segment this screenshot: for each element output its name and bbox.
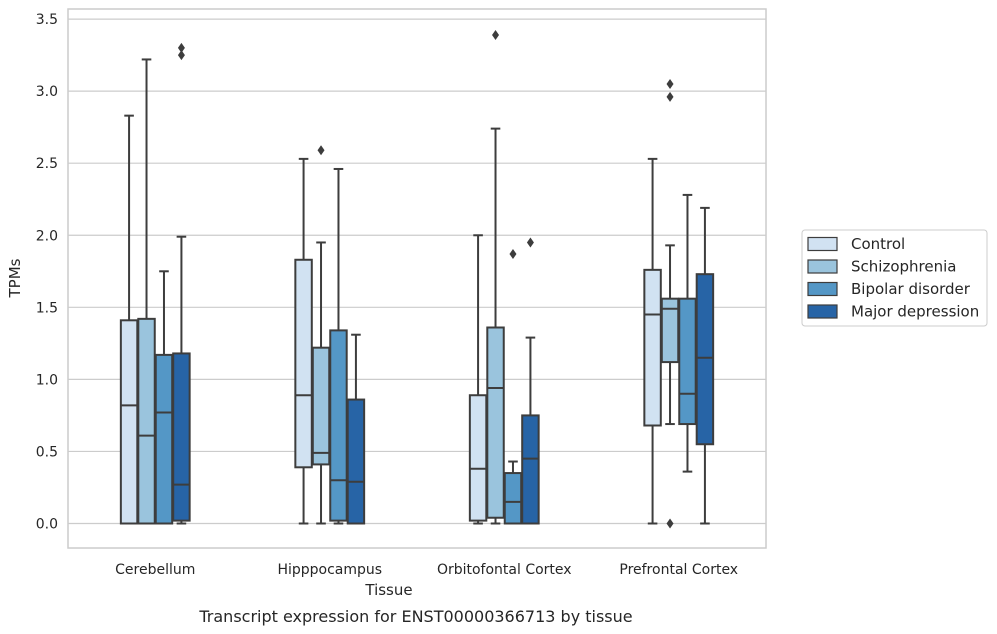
box-major-depression (521, 237, 540, 525)
y-tick-labels: 0.0 0.5 1.0 1.5 2.0 2.5 3.0 3.5 (36, 12, 58, 532)
y-tick-label: 2.0 (36, 228, 58, 244)
legend-item: Schizophrenia (807, 258, 956, 276)
x-tick-labels: Cerebellum Hipppocampus Orbitofontal Corte… (115, 562, 738, 578)
outlier-point (666, 518, 674, 529)
legend: Control Schizophrenia Bipolar disorder Majo… (801, 229, 988, 327)
y-tick-label: 2.5 (36, 156, 58, 172)
x-tick-label: Hipppocampus (277, 562, 382, 578)
box-iqr (503, 472, 523, 525)
y-tick-label: 0.5 (36, 444, 58, 460)
y-tick-label: 3.5 (36, 12, 58, 28)
box-control (468, 234, 488, 525)
y-axis-title: TPMs (6, 258, 24, 298)
x-tick-label: Cerebellum (115, 562, 195, 578)
y-tick-label: 3.0 (36, 84, 58, 100)
box-iqr (329, 329, 348, 522)
outlier-point (666, 78, 674, 89)
legend-label: Major depression (851, 303, 979, 321)
outlier-point (177, 42, 185, 53)
outlier-point (492, 29, 500, 40)
legend-frame (801, 229, 988, 327)
box-iqr (119, 319, 139, 525)
legend-item: Bipolar disorder (807, 280, 971, 298)
legend-item: Major depression (807, 303, 979, 321)
x-tick-label: Prefrontal Cortex (619, 562, 738, 578)
legend-swatch (807, 281, 838, 297)
box-bipolar-disorder (154, 270, 174, 525)
box-bipolar-disorder (678, 193, 697, 473)
legend-item: Control (807, 235, 905, 253)
outlier-point (177, 50, 185, 61)
box-groups (119, 29, 715, 529)
x-tick-label: Orbitofontal Cortex (437, 562, 572, 578)
outlier-point (317, 145, 325, 156)
box-iqr (678, 297, 697, 426)
box-iqr (346, 398, 366, 525)
box-iqr (521, 414, 540, 525)
plot-frame (67, 8, 767, 549)
box-iqr (294, 258, 313, 469)
box-iqr (695, 273, 715, 446)
outlier-point (509, 249, 517, 259)
legend-swatch (807, 304, 838, 319)
box-schizophrenia (486, 29, 505, 525)
y-tick-label: 1.0 (36, 372, 58, 388)
box-iqr (486, 326, 505, 519)
legend-swatch (807, 236, 838, 252)
y-tick-label: 1.5 (36, 300, 58, 316)
box-major-depression (695, 206, 715, 525)
legend-label: Schizophrenia (851, 258, 956, 276)
box-iqr (154, 353, 174, 525)
outlier-point (526, 237, 534, 248)
box-schizophrenia (137, 58, 156, 525)
box-iqr (172, 352, 191, 522)
legend-label: Control (851, 235, 905, 253)
box-iqr (311, 346, 331, 466)
box-major-depression (172, 42, 191, 525)
box-control (119, 114, 139, 525)
box-schizophrenia (311, 145, 331, 525)
box-iqr (468, 394, 488, 522)
outlier-point (666, 91, 674, 102)
box-major-depression (346, 333, 366, 525)
box-bipolar-disorder (329, 167, 348, 525)
box-iqr (137, 317, 156, 525)
legend-label: Bipolar disorder (851, 280, 971, 298)
y-tick-label: 0.0 (36, 517, 58, 533)
legend-swatch (807, 259, 838, 274)
x-axis-title: Tissue (364, 581, 412, 599)
chart-caption: Transcript expression for ENST0000036671… (198, 607, 632, 626)
box-iqr (643, 268, 662, 427)
